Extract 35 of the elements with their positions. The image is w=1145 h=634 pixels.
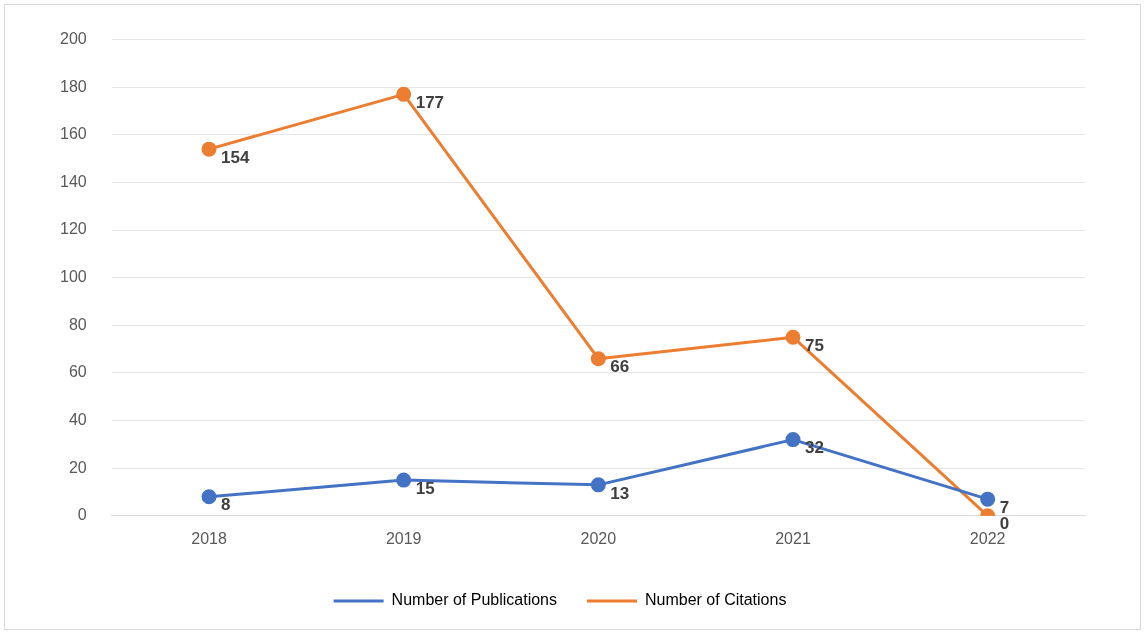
y-tick-label: 140 xyxy=(59,172,87,190)
point xyxy=(590,351,606,367)
data-label: 15 xyxy=(415,478,435,498)
legend-label: Number of Publications xyxy=(391,591,558,609)
y-tick-label: 40 xyxy=(68,410,87,428)
data-label: 8 xyxy=(221,495,231,515)
y-tick-label: 60 xyxy=(68,363,87,381)
legend-label: Number of Citations xyxy=(645,591,787,609)
point xyxy=(396,472,412,488)
point xyxy=(785,329,801,345)
x-tick-label: 2021 xyxy=(775,529,811,547)
y-tick-label: 80 xyxy=(68,315,87,333)
y-tick-label: 180 xyxy=(59,77,87,95)
data-label: 177 xyxy=(415,93,445,113)
point xyxy=(590,477,606,493)
point xyxy=(980,491,996,507)
y-tick-label: 200 xyxy=(59,30,87,48)
x-tick-label: 2020 xyxy=(580,529,617,547)
data-label: 75 xyxy=(805,335,824,355)
point xyxy=(785,432,801,448)
x-tick-label: 2022 xyxy=(969,529,1006,547)
data-label: 7 xyxy=(999,497,1010,517)
y-tick-label: 20 xyxy=(68,458,87,476)
y-tick-label: 100 xyxy=(59,268,87,286)
data-label: 13 xyxy=(610,483,630,503)
y-tick-label: 0 xyxy=(77,506,87,524)
y-tick-label: 120 xyxy=(59,220,87,238)
point xyxy=(396,86,412,102)
y-tick-label: 160 xyxy=(59,125,87,143)
data-label: 154 xyxy=(221,147,250,167)
point xyxy=(201,489,217,505)
data-label: 66 xyxy=(610,357,630,377)
x-tick-label: 2019 xyxy=(385,529,422,547)
point xyxy=(201,141,217,157)
x-tick-label: 2018 xyxy=(191,529,227,547)
